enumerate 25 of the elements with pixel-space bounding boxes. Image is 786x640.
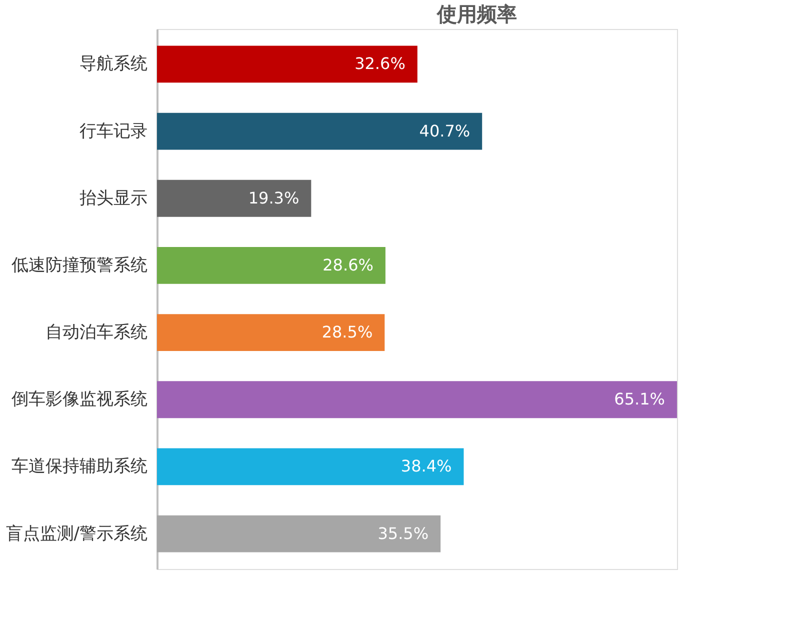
y-tick-label: 盲点监测/警示系统 [6,524,148,544]
y-tick-label: 低速防撞预警系统 [12,255,148,276]
data-label: 19.3% [248,188,300,208]
bar [157,448,464,486]
bar [157,515,441,552]
y-tick-label: 倒车影像监视系统 [12,390,148,410]
bar [157,381,677,418]
data-label: 65.1% [614,390,665,409]
bar [157,314,385,351]
y-tick-label: 行车记录 [80,121,148,142]
chart-title: 使用频率 [436,2,517,26]
data-label: 28.5% [322,322,373,342]
data-label: 28.6% [322,255,374,274]
y-tick-label: 抬头显示 [80,188,148,208]
data-label: 38.4% [400,456,452,476]
data-label: 40.7% [419,121,470,140]
y-tick-label: 车道保持辅助系统 [12,456,148,477]
data-label: 32.6% [354,54,406,74]
bar [157,247,386,284]
bar [157,46,418,83]
y-tick-label: 自动泊车系统 [46,322,148,343]
data-label: 35.5% [378,524,429,543]
bar [157,112,482,150]
bar [157,180,312,217]
y-tick-label: 导航系统 [80,54,148,74]
